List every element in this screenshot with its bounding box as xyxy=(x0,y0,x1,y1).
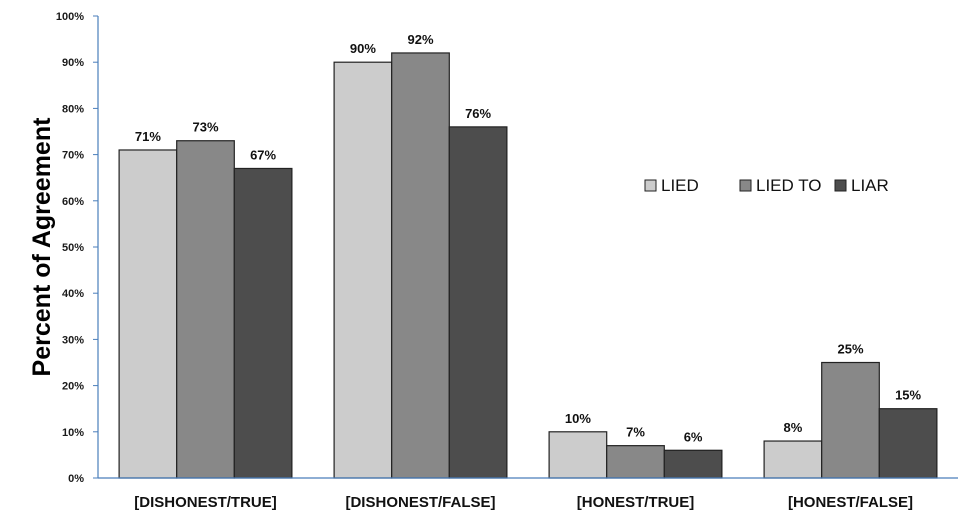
data-label: 7% xyxy=(626,425,645,440)
bars-layer xyxy=(118,52,938,479)
y-axis-label: Percent of Agreement xyxy=(28,117,56,377)
data-label: 71% xyxy=(135,129,161,144)
bar-lied xyxy=(548,431,608,479)
legend-swatch xyxy=(644,179,657,192)
bar-liar xyxy=(663,449,723,479)
data-label: 15% xyxy=(895,388,921,403)
bar-liar xyxy=(448,126,508,479)
data-label: 10% xyxy=(565,411,591,426)
data-label: 6% xyxy=(684,429,703,444)
y-tick-label: 0% xyxy=(68,473,84,485)
legend-swatch xyxy=(834,179,847,192)
bar-lied-to xyxy=(176,140,235,479)
legend: LIED LIED TO LIAR xyxy=(644,176,889,195)
bar-lied-to xyxy=(391,52,450,479)
bar-lied xyxy=(333,61,393,479)
data-label: 73% xyxy=(192,120,218,135)
y-tick-label: 20% xyxy=(62,381,84,393)
y-axis-ticks: 0% 10% 20% 30% 40% 50% 60% 70% 80% 90% 100% xyxy=(56,11,98,485)
bar-lied xyxy=(118,149,178,479)
axes-layer xyxy=(97,16,958,479)
category-labels-layer: [DISHONEST/TRUE] [DISHONEST/FALSE] [HONEST… xyxy=(134,494,913,511)
x-category-label: [HONEST/FALSE] xyxy=(788,494,913,511)
legend-swatch xyxy=(739,179,752,192)
data-labels-layer: 71% 73% 67% 90% 92% 76% 10% 7% 6% 8% 25% 15% xyxy=(135,32,922,444)
bar-liar xyxy=(878,408,938,479)
x-category-label: [DISHONEST/FALSE] xyxy=(345,494,495,511)
data-label: 90% xyxy=(350,41,376,56)
bar-lied-to xyxy=(606,445,665,479)
y-tick-label: 40% xyxy=(62,288,84,300)
y-tick-label: 30% xyxy=(62,334,84,346)
bar-lied xyxy=(763,440,823,479)
y-tick-label: 60% xyxy=(62,196,84,208)
legend-label: LIED TO xyxy=(756,176,822,195)
data-label: 8% xyxy=(784,420,803,435)
y-tick-label: 80% xyxy=(62,103,84,115)
legend-label: LIAR xyxy=(851,176,889,195)
data-label: 92% xyxy=(407,32,433,47)
data-label: 67% xyxy=(250,147,276,162)
x-category-label: [HONEST/TRUE] xyxy=(577,494,695,511)
y-tick-label: 10% xyxy=(62,427,84,439)
y-tick-label: 100% xyxy=(56,11,84,23)
bar-lied-to xyxy=(821,361,880,479)
data-label: 76% xyxy=(465,106,491,121)
data-label: 25% xyxy=(837,342,863,357)
x-category-label: [DISHONEST/TRUE] xyxy=(134,494,277,511)
y-tick-label: 90% xyxy=(62,57,84,69)
bar-liar xyxy=(233,167,293,479)
legend-label: LIED xyxy=(661,176,699,195)
y-tick-label: 70% xyxy=(62,150,84,162)
y-tick-label: 50% xyxy=(62,242,84,254)
